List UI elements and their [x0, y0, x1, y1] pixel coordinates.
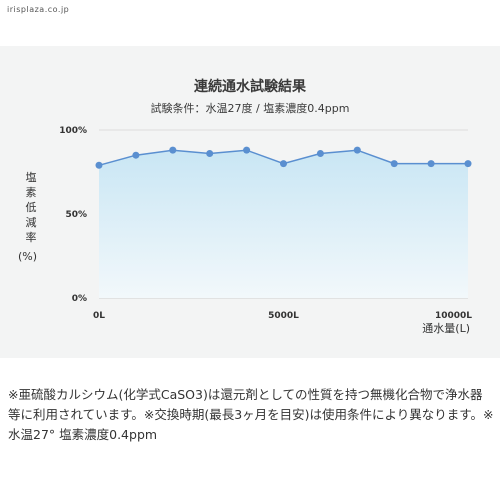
y-axis-label: 塩素低減率: [25, 171, 37, 244]
data-point: [169, 146, 177, 154]
x-axis-label: 通水量(L): [422, 322, 470, 335]
y-axis-unit: (%): [18, 250, 38, 263]
data-point: [280, 160, 287, 168]
data-point: [390, 160, 398, 168]
data-point: [353, 146, 361, 154]
x-tick-label: 10000L: [435, 311, 472, 321]
y-tick-label: 50%: [65, 210, 87, 220]
data-point: [132, 151, 140, 159]
chart-title: 連続通水試験結果: [194, 79, 306, 95]
data-point: [206, 150, 214, 158]
data-point: [464, 160, 472, 168]
x-tick-label: 0L: [93, 311, 105, 321]
area-fill: [99, 150, 468, 298]
footnote: ※亜硫酸カルシウム(化学式CaSO3)は還元剤としての性質を持つ無機化合物で浄水…: [8, 387, 494, 442]
y-tick-label: 100%: [59, 126, 87, 136]
data-point: [243, 146, 251, 154]
y-tick-label: 0%: [72, 294, 87, 304]
x-tick-label: 5000L: [268, 311, 299, 321]
site-url: irisplaza.co.jp: [7, 5, 70, 14]
data-point: [427, 160, 435, 168]
data-point: [316, 150, 324, 158]
chart-subtitle: 試験条件：水温27度 / 塩素濃度0.4ppm: [150, 102, 350, 115]
data-point: [95, 161, 103, 169]
